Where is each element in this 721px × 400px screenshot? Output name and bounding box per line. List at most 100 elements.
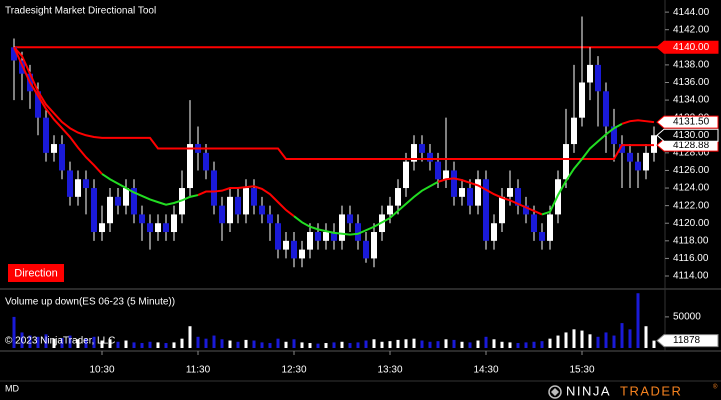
volume-bar [420, 340, 424, 348]
volume-bar [508, 342, 512, 348]
candle-body [291, 240, 297, 259]
candle-body [427, 152, 433, 162]
volume-bar [612, 335, 616, 348]
y-tick-label: 4116.00 [673, 253, 709, 264]
direction-button[interactable] [8, 264, 64, 282]
volume-bar [388, 341, 392, 348]
volume-bar [636, 293, 640, 348]
candle-body [163, 223, 169, 233]
volume-bar [52, 338, 56, 348]
candle-body [355, 223, 361, 241]
volume-bar [172, 342, 176, 348]
y-tick-label: 4136.00 [673, 77, 710, 88]
copyright: © 2023 NinjaTrader, LLC [5, 336, 115, 347]
y-tick-label: 4128.00 [673, 147, 710, 158]
chart-title: Tradesight Market Directional Tool [5, 6, 156, 17]
candle-body [227, 196, 233, 224]
candle-body [187, 144, 193, 189]
volume-bar [540, 341, 544, 348]
candle-body [275, 223, 281, 250]
price-marker [656, 128, 719, 142]
y-tick-label: 4124.00 [673, 183, 710, 194]
volume-bar [260, 342, 264, 348]
direction-label[interactable]: Direction [14, 267, 57, 279]
candle-body [499, 196, 505, 224]
trend-line [13, 46, 103, 175]
candle-body [323, 232, 329, 241]
price-marker-label: 4131.50 [673, 117, 710, 128]
candle-body [99, 223, 105, 233]
y-tick-label: 4120.00 [673, 218, 710, 229]
candle-body [571, 117, 577, 145]
volume-bar [84, 338, 88, 348]
volume-bar [572, 329, 576, 348]
x-tick-label: 11:30 [186, 365, 211, 376]
candle-body [211, 170, 217, 206]
candle-body [443, 170, 449, 180]
y-tick-label: 4142.00 [673, 24, 710, 35]
candle-body [83, 179, 89, 189]
candle-body [491, 223, 497, 241]
candle-body [139, 214, 145, 224]
y-tick-label: 4144.00 [673, 7, 710, 18]
candle-body [515, 188, 521, 206]
volume-bar [380, 341, 384, 348]
candle-body [59, 144, 65, 171]
candle-body [331, 232, 337, 241]
volume-bar [100, 340, 104, 348]
candle-body [203, 152, 209, 171]
volume-bar [628, 329, 632, 348]
volume-bar [132, 342, 136, 348]
candle-body [539, 232, 545, 241]
volume-bar [484, 336, 488, 348]
volume-bar [500, 341, 504, 348]
candle-body [403, 161, 409, 189]
candle-body [131, 188, 137, 215]
logo-mark: ® [713, 384, 718, 391]
candle-body [595, 64, 601, 92]
volume-bar [580, 330, 584, 348]
candle-body [467, 188, 473, 206]
volume-bar [308, 343, 312, 348]
candle-body [123, 188, 129, 206]
price-marker [656, 40, 719, 54]
x-tick-label: 15:30 [569, 365, 594, 376]
candle-body [251, 188, 257, 206]
volume-bar [428, 341, 432, 348]
y-tick-label: 4114.00 [673, 271, 709, 282]
candle-body [547, 214, 553, 241]
volume-bar [140, 343, 144, 348]
volume-bar [220, 339, 224, 348]
volume-bar [556, 335, 560, 348]
candle-body [51, 144, 57, 153]
volume-bar [372, 339, 376, 348]
trend-line [621, 119, 655, 125]
candle-body [315, 232, 321, 241]
volume-marker-label: 11878 [673, 335, 701, 346]
trend-line [197, 185, 295, 217]
volume-bar [644, 326, 648, 348]
candle-body [459, 188, 465, 197]
volume-bar [516, 343, 520, 348]
candle-body [579, 82, 585, 118]
volume-bar [316, 343, 320, 348]
volume-bar [460, 341, 464, 348]
candle-body [363, 240, 369, 259]
candle-body [507, 188, 513, 197]
volume-bar [244, 339, 248, 348]
footer-tab[interactable]: MD [5, 383, 19, 393]
volume-bar [292, 339, 296, 348]
candle-body [387, 205, 393, 215]
candle-body [35, 91, 41, 118]
candle-body [619, 144, 625, 153]
volume-bar [148, 341, 152, 348]
volume-bar [564, 332, 568, 348]
candle-body [435, 161, 441, 180]
volume-bar [28, 335, 32, 348]
volume-bar [108, 339, 112, 348]
volume-bar [524, 342, 528, 348]
volume-bar [156, 342, 160, 348]
volume-bar [68, 335, 72, 348]
candle-body [243, 188, 249, 215]
